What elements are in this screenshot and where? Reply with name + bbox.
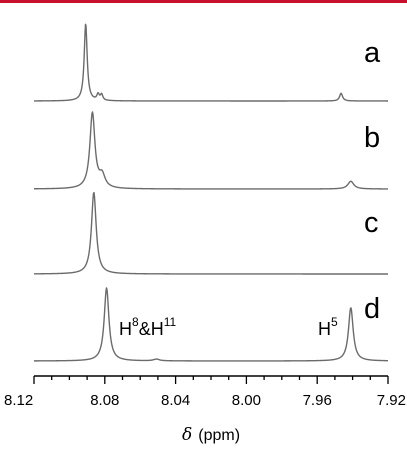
x-axis-title: δ (ppm) xyxy=(182,425,240,445)
x-tick-label: 8.12 xyxy=(4,392,33,409)
annotation-h5-sup: 5 xyxy=(331,315,338,329)
x-tick-label: 7.92 xyxy=(377,392,406,409)
annotation-h8h11-mid: &H xyxy=(139,319,164,339)
annotation-h8h11-base: H xyxy=(119,319,132,339)
annotation-h8h11-sup11: 11 xyxy=(164,315,177,329)
peak-annotation-h8-h11: H8&H11 xyxy=(119,315,176,339)
accent-top-bar xyxy=(0,0,407,3)
x-tick-label: 8.04 xyxy=(161,392,190,409)
x-axis-tick-labels: 8.12 8.08 8.04 8.00 7.96 7.92 xyxy=(4,392,406,409)
x-tick-label: 8.08 xyxy=(90,392,119,409)
panel-label-a: a xyxy=(364,37,381,69)
panel-label-d: d xyxy=(364,293,380,325)
x-axis: 8.12 8.08 8.04 8.00 7.96 7.92 xyxy=(4,375,406,409)
panel-label-b: b xyxy=(364,122,380,154)
panel-label-c: c xyxy=(364,207,379,239)
spectrum-trace-c xyxy=(33,191,389,275)
peak-annotation-h5: H5 xyxy=(318,315,338,339)
spectra-traces xyxy=(33,23,389,362)
annotation-h5-base: H xyxy=(318,319,331,339)
spectrum-trace-a xyxy=(33,23,389,102)
x-tick-label: 8.00 xyxy=(232,392,261,409)
x-tick-label: 7.96 xyxy=(303,392,332,409)
annotation-h8h11-sup8: 8 xyxy=(132,315,139,329)
panel-labels: a b c d xyxy=(364,37,381,325)
spectrum-trace-b xyxy=(33,111,389,190)
spectrum-trace-d xyxy=(33,287,389,362)
x-axis-ticks xyxy=(33,376,389,384)
x-axis-title-unit: (ppm) xyxy=(198,427,240,444)
x-axis-title-symbol: δ xyxy=(182,425,192,445)
